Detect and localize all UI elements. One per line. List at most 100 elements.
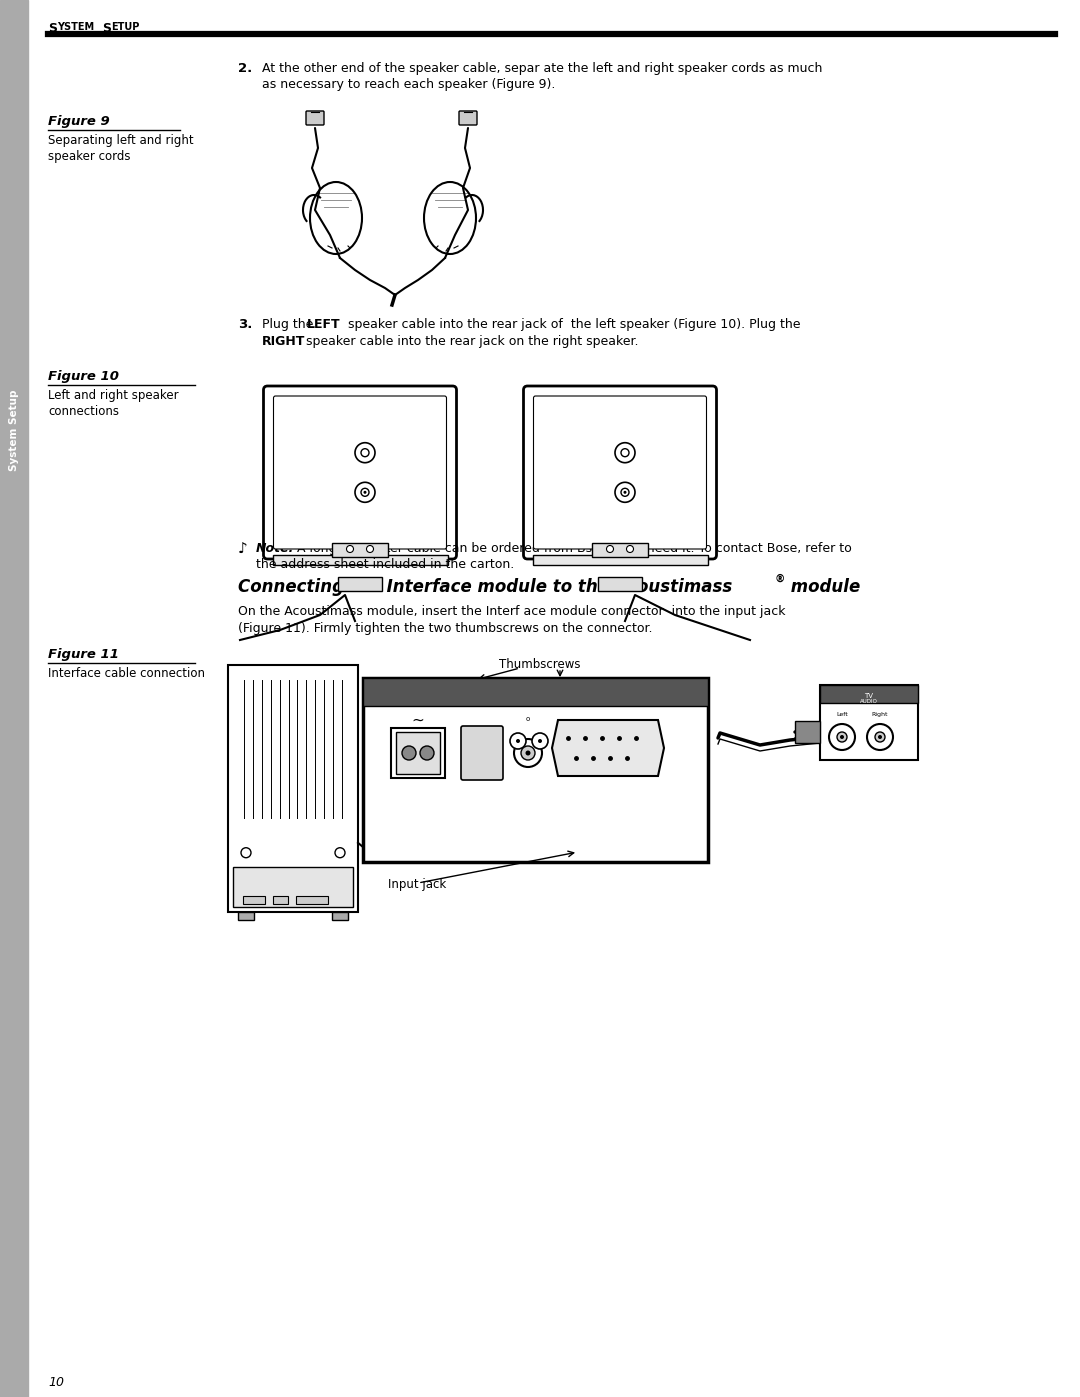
Bar bbox=[532, 555, 707, 564]
Text: the address sheet included in the carton.: the address sheet included in the carton… bbox=[256, 557, 514, 571]
Bar bbox=[820, 685, 918, 703]
Circle shape bbox=[829, 724, 855, 750]
Text: Thumbscrews: Thumbscrews bbox=[499, 658, 581, 671]
Text: On the Acoustimass module, insert the Interf ace module connector  into the inpu: On the Acoustimass module, insert the In… bbox=[238, 605, 785, 617]
FancyBboxPatch shape bbox=[461, 726, 503, 780]
Bar bbox=[363, 678, 708, 705]
Text: A longer speaker cable can be ordered from Bse, if you need it. To contact Bose,: A longer speaker cable can be ordered fr… bbox=[293, 542, 852, 555]
Circle shape bbox=[538, 739, 542, 743]
Text: ♪: ♪ bbox=[238, 542, 247, 557]
Text: S: S bbox=[102, 22, 111, 35]
Bar bbox=[363, 678, 708, 862]
Circle shape bbox=[510, 733, 526, 749]
Circle shape bbox=[516, 739, 519, 743]
FancyBboxPatch shape bbox=[273, 395, 446, 549]
Circle shape bbox=[621, 489, 629, 496]
Text: module: module bbox=[785, 578, 861, 597]
Text: Interface cable connection: Interface cable connection bbox=[48, 666, 205, 680]
Circle shape bbox=[615, 482, 635, 503]
Circle shape bbox=[514, 739, 542, 767]
Bar bbox=[332, 543, 388, 557]
Text: S: S bbox=[48, 22, 57, 35]
Text: connections: connections bbox=[48, 405, 119, 418]
Circle shape bbox=[840, 735, 843, 739]
FancyBboxPatch shape bbox=[306, 110, 324, 124]
Text: ~: ~ bbox=[411, 712, 424, 728]
Bar bbox=[396, 732, 440, 774]
Circle shape bbox=[621, 448, 629, 457]
Circle shape bbox=[615, 443, 635, 462]
FancyBboxPatch shape bbox=[524, 386, 716, 559]
FancyBboxPatch shape bbox=[264, 386, 457, 559]
Text: Left: Left bbox=[836, 712, 848, 717]
Bar bbox=[243, 895, 265, 904]
Text: ®: ® bbox=[775, 574, 785, 584]
Circle shape bbox=[366, 545, 374, 552]
Text: Plug the: Plug the bbox=[262, 319, 318, 331]
Circle shape bbox=[521, 746, 535, 760]
Circle shape bbox=[361, 448, 369, 457]
Text: as necessary to reach each speaker (Figure 9).: as necessary to reach each speaker (Figu… bbox=[262, 78, 555, 91]
Bar bbox=[598, 577, 642, 591]
Circle shape bbox=[347, 545, 353, 552]
Text: speaker cords: speaker cords bbox=[48, 149, 131, 163]
Circle shape bbox=[837, 732, 847, 742]
Bar bbox=[273, 895, 288, 904]
Circle shape bbox=[361, 489, 369, 496]
Text: speaker cable into the rear jack of  the left speaker (Figure 10). Plug the: speaker cable into the rear jack of the … bbox=[345, 319, 800, 331]
Circle shape bbox=[526, 750, 530, 756]
Bar bbox=[228, 665, 357, 912]
Ellipse shape bbox=[424, 182, 476, 254]
Text: AUDIO: AUDIO bbox=[860, 698, 878, 704]
Ellipse shape bbox=[310, 182, 362, 254]
Text: Figure 10: Figure 10 bbox=[48, 370, 119, 383]
Bar bbox=[238, 912, 254, 921]
Circle shape bbox=[626, 545, 634, 552]
Text: Separating left and right: Separating left and right bbox=[48, 134, 193, 147]
Circle shape bbox=[532, 733, 548, 749]
Text: At the other end of the speaker cable, separ ate the left and right speaker cord: At the other end of the speaker cable, s… bbox=[262, 61, 822, 75]
Bar bbox=[820, 685, 918, 760]
Circle shape bbox=[623, 490, 626, 493]
Bar bbox=[272, 555, 447, 564]
Text: Connecting the Interface module to the Acoustimass: Connecting the Interface module to the A… bbox=[238, 578, 732, 597]
FancyBboxPatch shape bbox=[534, 395, 706, 549]
Text: RIGHT: RIGHT bbox=[262, 335, 306, 348]
Circle shape bbox=[607, 545, 613, 552]
Circle shape bbox=[355, 443, 375, 462]
Text: Note:: Note: bbox=[256, 542, 295, 555]
Circle shape bbox=[875, 732, 885, 742]
Bar bbox=[391, 728, 445, 778]
Circle shape bbox=[878, 735, 882, 739]
Text: Figure 9: Figure 9 bbox=[48, 115, 110, 129]
Text: LEFT: LEFT bbox=[307, 319, 340, 331]
Circle shape bbox=[355, 482, 375, 503]
Text: 10: 10 bbox=[48, 1376, 64, 1389]
Bar bbox=[233, 868, 353, 907]
Bar bbox=[296, 895, 328, 904]
Circle shape bbox=[364, 490, 366, 493]
Circle shape bbox=[241, 848, 251, 858]
Text: TV: TV bbox=[864, 693, 874, 698]
Bar bbox=[338, 577, 382, 591]
Bar bbox=[332, 912, 348, 921]
Text: System Setup: System Setup bbox=[9, 390, 19, 471]
Text: Left and right speaker: Left and right speaker bbox=[48, 388, 178, 402]
Text: Right: Right bbox=[872, 712, 888, 717]
Text: YSTEM: YSTEM bbox=[57, 22, 94, 32]
Text: speaker cable into the rear jack on the right speaker.: speaker cable into the rear jack on the … bbox=[302, 335, 638, 348]
Circle shape bbox=[420, 746, 434, 760]
Circle shape bbox=[402, 746, 416, 760]
FancyBboxPatch shape bbox=[459, 110, 477, 124]
Text: ETUP: ETUP bbox=[111, 22, 139, 32]
Text: 3.: 3. bbox=[238, 319, 253, 331]
Text: Input jack: Input jack bbox=[388, 877, 446, 891]
Text: (Figure 11). Firmly tighten the two thumbscrews on the connector.: (Figure 11). Firmly tighten the two thum… bbox=[238, 622, 652, 636]
Bar bbox=[0, 0, 28, 1397]
Polygon shape bbox=[552, 719, 664, 775]
Text: Figure 11: Figure 11 bbox=[48, 648, 119, 661]
Bar bbox=[592, 543, 648, 557]
Text: 2.: 2. bbox=[238, 61, 253, 75]
Circle shape bbox=[335, 848, 345, 858]
Circle shape bbox=[867, 724, 893, 750]
